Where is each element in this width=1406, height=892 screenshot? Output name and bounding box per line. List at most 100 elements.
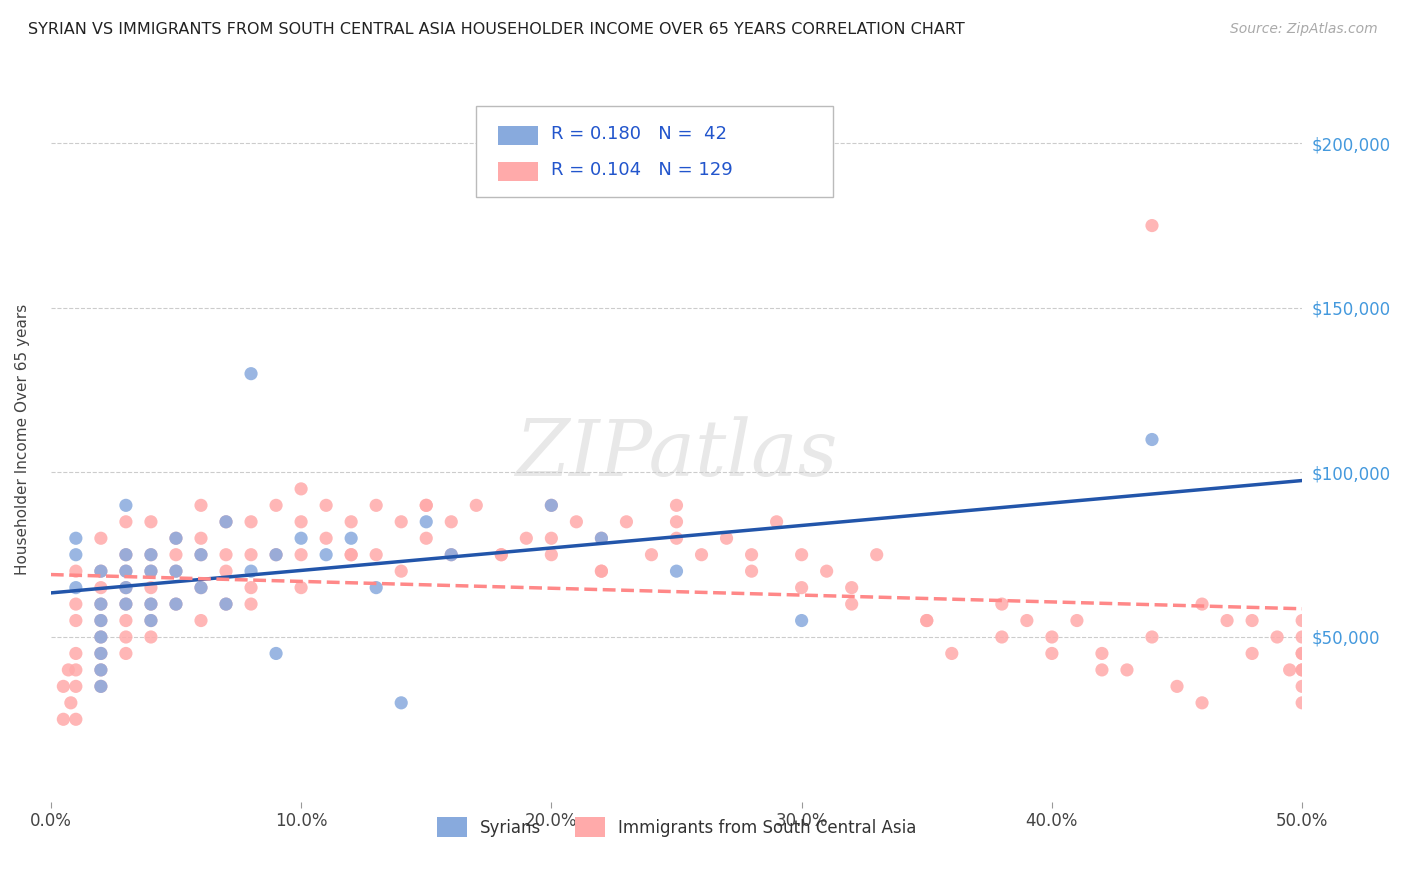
Point [52, 679, 75, 693]
Point [440, 515, 463, 529]
Point [665, 564, 688, 578]
Point [165, 564, 187, 578]
Point [65, 597, 87, 611]
Point [290, 515, 312, 529]
Y-axis label: Householder Income Over 65 years: Householder Income Over 65 years [15, 304, 30, 575]
FancyBboxPatch shape [498, 126, 537, 145]
Point [915, 614, 938, 628]
Point [440, 548, 463, 562]
Point [90, 564, 112, 578]
Point [366, 499, 388, 513]
Point [115, 548, 138, 562]
Point [340, 515, 363, 529]
Point [190, 531, 212, 545]
Point [616, 515, 638, 529]
Point [264, 548, 287, 562]
Point [190, 581, 212, 595]
Point [65, 679, 87, 693]
Point [165, 597, 187, 611]
FancyBboxPatch shape [477, 106, 832, 197]
Point [90, 647, 112, 661]
Point [741, 564, 763, 578]
Point [540, 531, 562, 545]
Point [264, 647, 287, 661]
Point [1241, 614, 1264, 628]
Point [139, 564, 162, 578]
Point [90, 630, 112, 644]
Point [1191, 696, 1213, 710]
Point [115, 597, 138, 611]
Point [665, 531, 688, 545]
Point [315, 531, 337, 545]
Point [58, 663, 80, 677]
Point [115, 597, 138, 611]
Point [1140, 219, 1163, 233]
Point [815, 564, 838, 578]
Point [90, 531, 112, 545]
Point [340, 548, 363, 562]
Point [139, 630, 162, 644]
Point [90, 597, 112, 611]
Point [640, 548, 662, 562]
Point [540, 548, 562, 562]
Point [1015, 614, 1038, 628]
Point [165, 531, 187, 545]
Point [389, 564, 412, 578]
Point [841, 581, 863, 595]
Point [240, 367, 263, 381]
Point [290, 581, 312, 595]
Point [139, 614, 162, 628]
Point [115, 499, 138, 513]
Point [90, 679, 112, 693]
Point [389, 696, 412, 710]
FancyBboxPatch shape [498, 162, 537, 181]
Point [1040, 630, 1063, 644]
Point [315, 548, 337, 562]
Point [115, 548, 138, 562]
Point [90, 597, 112, 611]
Point [115, 614, 138, 628]
Point [591, 564, 613, 578]
Point [215, 564, 238, 578]
Point [716, 531, 738, 545]
Point [915, 614, 938, 628]
Point [1291, 614, 1313, 628]
Point [1091, 647, 1114, 661]
Point [139, 581, 162, 595]
Point [115, 515, 138, 529]
Point [366, 548, 388, 562]
Point [340, 531, 363, 545]
Point [90, 663, 112, 677]
Point [340, 548, 363, 562]
Point [115, 581, 138, 595]
Point [240, 548, 263, 562]
Text: R = 0.104   N = 129: R = 0.104 N = 129 [551, 161, 733, 179]
Point [115, 581, 138, 595]
Point [591, 531, 613, 545]
Point [215, 548, 238, 562]
Point [65, 712, 87, 726]
Point [1216, 614, 1239, 628]
Point [1191, 597, 1213, 611]
Point [215, 515, 238, 529]
Point [540, 499, 562, 513]
Point [1291, 679, 1313, 693]
Point [1265, 630, 1288, 644]
Point [165, 597, 187, 611]
Point [65, 614, 87, 628]
Point [1140, 630, 1163, 644]
Point [491, 548, 513, 562]
Point [90, 647, 112, 661]
Point [240, 597, 263, 611]
Point [290, 548, 312, 562]
Point [139, 597, 162, 611]
Point [991, 630, 1014, 644]
Point [1278, 663, 1301, 677]
Point [90, 630, 112, 644]
Point [315, 499, 337, 513]
Point [1040, 647, 1063, 661]
Point [190, 548, 212, 562]
Text: Source: ZipAtlas.com: Source: ZipAtlas.com [1230, 22, 1378, 37]
Point [115, 647, 138, 661]
Point [165, 531, 187, 545]
